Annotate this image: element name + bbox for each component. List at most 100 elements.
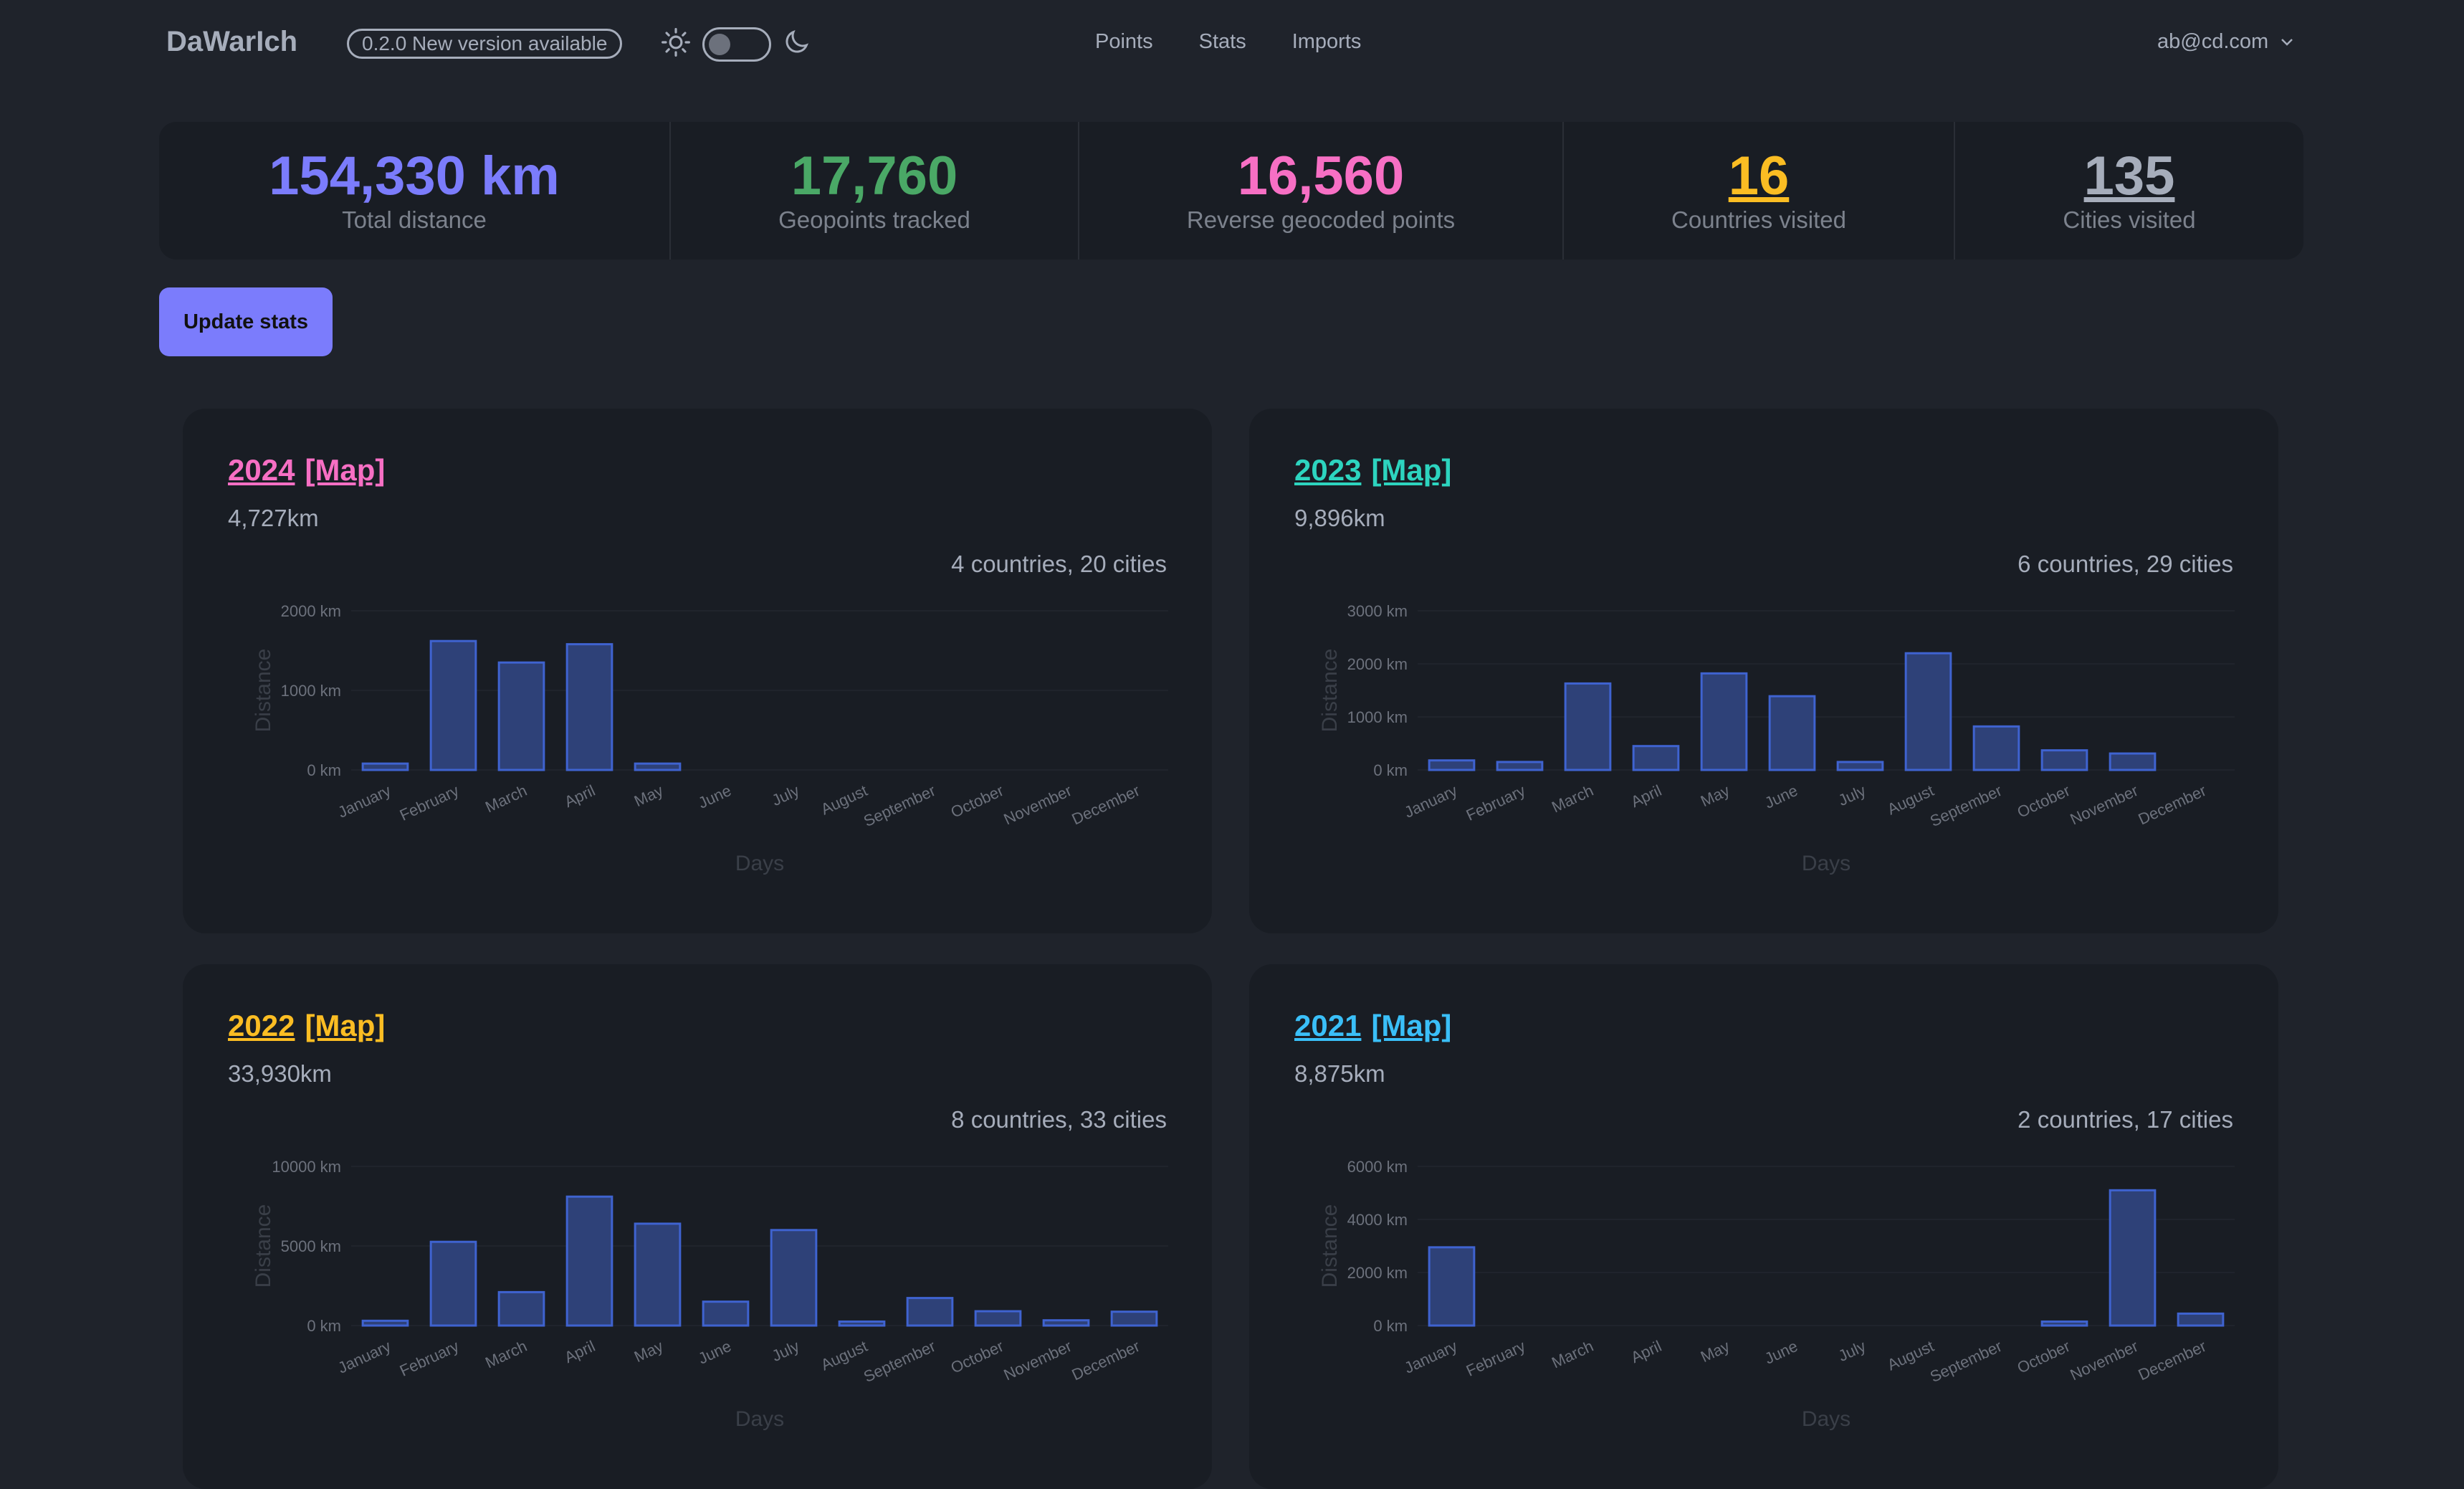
year-places: 2 countries, 17 cities xyxy=(2017,1106,2233,1133)
year-card-2022: 2022 [Map] 33,930km 8 countries, 33 citie… xyxy=(183,964,1212,1489)
bar-march[interactable] xyxy=(497,1290,545,1327)
bar-january[interactable] xyxy=(361,762,409,771)
year-places: 4 countries, 20 cities xyxy=(951,551,1167,577)
stat-value: 17,760 xyxy=(791,146,958,206)
stat-countries[interactable]: 16 Countries visited xyxy=(1564,122,1955,260)
x-tick-label: November xyxy=(2068,781,2141,829)
user-email: ab@cd.com xyxy=(2157,30,2269,53)
y-tick-label: 3000 km xyxy=(1347,602,1408,620)
x-tick-label: January xyxy=(1402,781,1461,822)
app-logo[interactable]: DaWarIch xyxy=(166,26,298,57)
stat-label: Cities visited xyxy=(2063,206,2196,233)
bar-february[interactable] xyxy=(429,639,477,771)
bar-april[interactable] xyxy=(1632,745,1680,771)
user-menu[interactable]: ab@cd.com xyxy=(2157,30,2296,54)
x-tick-label: December xyxy=(1069,1337,1143,1384)
x-tick-label: May xyxy=(1698,781,1732,810)
year-link[interactable]: 2024 xyxy=(228,453,295,487)
stat-total-distance: 154,330 km Total distance xyxy=(159,122,671,260)
y-axis-label: Distance xyxy=(252,1204,275,1288)
bar-january[interactable] xyxy=(1428,759,1476,771)
stats-summary: 154,330 km Total distance 17,760 Geopoints… xyxy=(159,122,2303,260)
map-link[interactable]: [Map] xyxy=(305,1009,386,1042)
chevron-down-icon xyxy=(2281,38,2293,46)
year-distance: 33,930km xyxy=(228,1060,332,1087)
x-tick-label: March xyxy=(1549,1337,1596,1371)
y-tick-label: 10000 km xyxy=(272,1158,341,1176)
bar-october[interactable] xyxy=(2040,1320,2088,1327)
bar-february[interactable] xyxy=(1496,761,1544,771)
year-title: 2022 [Map] xyxy=(228,1009,395,1043)
x-axis-label: Days xyxy=(1802,1407,1851,1431)
bar-may[interactable] xyxy=(1700,672,1748,771)
bar-june[interactable] xyxy=(1768,695,1816,771)
bar-july[interactable] xyxy=(770,1229,818,1327)
main-nav: Points Stats Imports xyxy=(1095,30,1361,54)
bar-october[interactable] xyxy=(974,1310,1022,1327)
nav-stats[interactable]: Stats xyxy=(1198,30,1246,53)
x-tick-label: July xyxy=(769,781,802,809)
bar-september[interactable] xyxy=(906,1297,954,1327)
bar-june[interactable] xyxy=(702,1300,750,1327)
bar-december[interactable] xyxy=(2177,1312,2225,1327)
stat-value[interactable]: 16 xyxy=(1728,146,1790,206)
bar-december[interactable] xyxy=(1110,1310,1158,1327)
y-tick-label: 1000 km xyxy=(1347,708,1408,726)
bar-november[interactable] xyxy=(1042,1319,1090,1327)
bar-april[interactable] xyxy=(565,1195,613,1327)
bar-september[interactable] xyxy=(1972,725,2020,771)
year-title: 2021 [Map] xyxy=(1294,1009,1461,1043)
update-stats-button[interactable]: Update stats xyxy=(159,287,333,356)
stat-cities[interactable]: 135 Cities visited xyxy=(1955,122,2303,260)
bar-october[interactable] xyxy=(2040,749,2088,771)
bar-february[interactable] xyxy=(429,1240,477,1327)
year-link[interactable]: 2023 xyxy=(1294,453,1362,487)
version-badge[interactable]: 0.2.0 New version available xyxy=(347,29,623,59)
bar-march[interactable] xyxy=(1564,682,1612,771)
year-card-2021: 2021 [Map] 8,875km 2 countries, 17 cities… xyxy=(1249,964,2278,1489)
map-link[interactable]: [Map] xyxy=(305,453,386,487)
x-tick-label: November xyxy=(2068,1337,2141,1384)
theme-toggle[interactable] xyxy=(702,27,771,62)
bar-may[interactable] xyxy=(634,1222,682,1327)
bar-november[interactable] xyxy=(2109,1189,2157,1327)
x-tick-label: June xyxy=(695,1337,734,1368)
x-tick-label: September xyxy=(1927,781,2005,830)
bar-august[interactable] xyxy=(1904,652,1952,771)
distance-bar-chart: 0 km 5000 km 10000 km Distance January Februa… xyxy=(252,1158,1168,1431)
bar-november[interactable] xyxy=(2109,752,2157,771)
y-tick-label: 0 km xyxy=(1373,1317,1408,1335)
x-tick-label: June xyxy=(1762,781,1800,812)
x-tick-label: April xyxy=(562,1337,598,1366)
x-tick-label: September xyxy=(861,781,938,830)
bar-july[interactable] xyxy=(1836,761,1884,771)
x-tick-label: February xyxy=(1463,1337,1528,1380)
bar-march[interactable] xyxy=(497,661,545,771)
map-link[interactable]: [Map] xyxy=(1371,1009,1452,1042)
x-tick-label: June xyxy=(1762,1337,1800,1368)
nav-points[interactable]: Points xyxy=(1095,30,1153,53)
sun-icon xyxy=(662,28,690,57)
y-tick-label: 2000 km xyxy=(1347,655,1408,673)
x-tick-label: April xyxy=(562,781,598,811)
bar-january[interactable] xyxy=(1428,1246,1476,1327)
distance-bar-chart: 0 km 1000 km 2000 km Distance January Februar… xyxy=(252,602,1168,875)
x-tick-label: February xyxy=(397,1337,462,1380)
bar-january[interactable] xyxy=(361,1319,409,1327)
year-link[interactable]: 2022 xyxy=(228,1009,295,1042)
year-title: 2023 [Map] xyxy=(1294,453,1461,487)
x-tick-label: October xyxy=(2015,781,2073,822)
x-tick-label: July xyxy=(1835,781,1868,809)
stat-value[interactable]: 135 xyxy=(2083,146,2175,206)
x-tick-label: May xyxy=(631,1337,666,1366)
x-tick-label: December xyxy=(2136,781,2210,829)
map-link[interactable]: [Map] xyxy=(1371,453,1452,487)
bar-april[interactable] xyxy=(565,643,613,771)
year-link[interactable]: 2021 xyxy=(1294,1009,1362,1042)
y-tick-label: 2000 km xyxy=(281,602,341,620)
bar-august[interactable] xyxy=(838,1320,886,1327)
y-axis-label: Distance xyxy=(1318,649,1342,733)
nav-imports[interactable]: Imports xyxy=(1291,30,1362,53)
bar-may[interactable] xyxy=(634,762,682,771)
y-tick-label: 0 km xyxy=(307,761,341,779)
